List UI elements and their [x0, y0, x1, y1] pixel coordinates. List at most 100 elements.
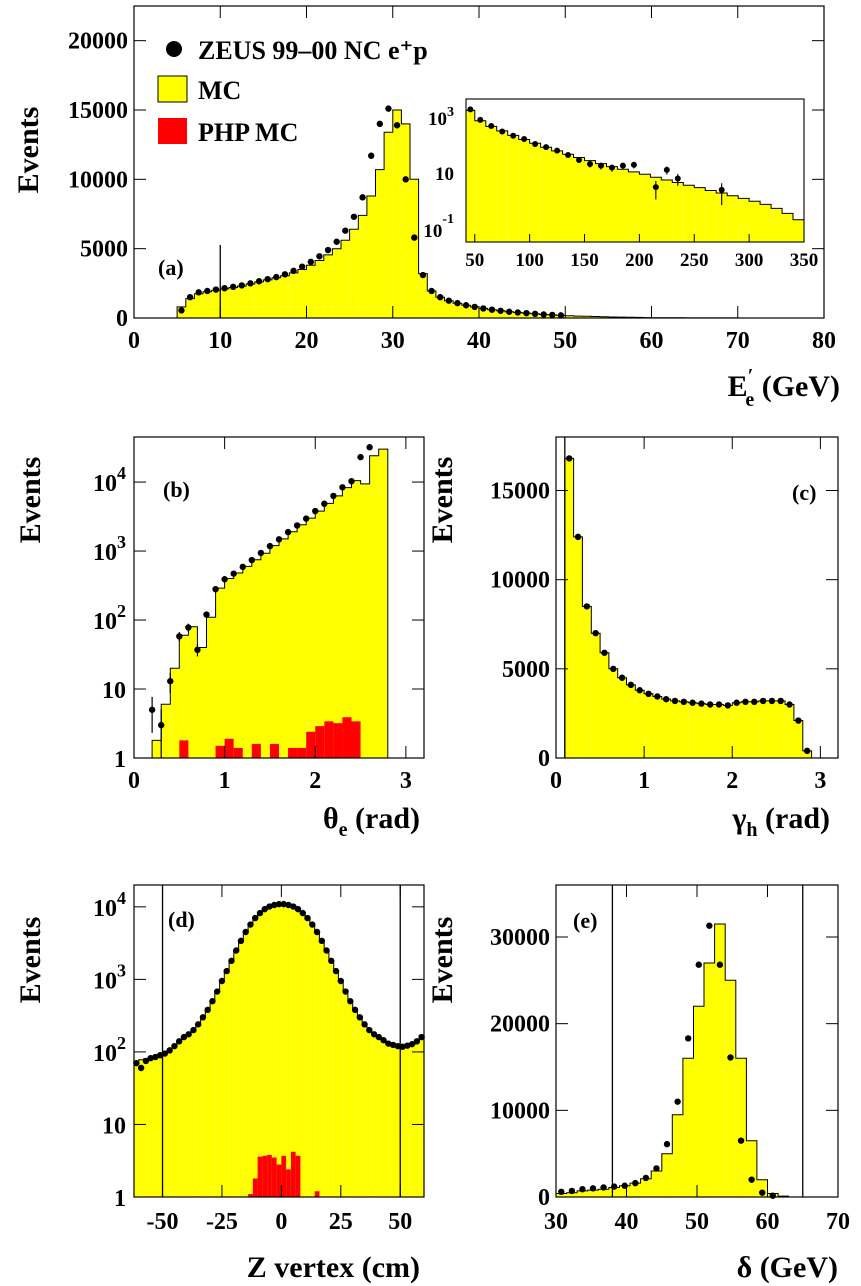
- inset-mc-bar: [628, 171, 640, 242]
- y-tick-label: 20000: [68, 29, 128, 55]
- mc-bar: [246, 284, 255, 318]
- data-point: [568, 1187, 576, 1195]
- plot-area-c: 0 1 2 3 0 5000 10000 15000: [490, 436, 839, 794]
- php-bar: [306, 731, 316, 758]
- x-tick-label: 25: [329, 1209, 353, 1235]
- inset-mc-bar: [661, 180, 673, 242]
- data-point: [137, 1064, 145, 1072]
- php-bar: [179, 740, 189, 758]
- data-point: [589, 1185, 597, 1192]
- mc-bar: [644, 693, 653, 758]
- data-point: [583, 603, 591, 610]
- mc-bar: [404, 1046, 410, 1197]
- inset-y-tick-label: 10: [435, 164, 454, 185]
- panel-label-d: (d): [168, 907, 195, 932]
- data-point: [514, 309, 522, 316]
- data-point: [339, 484, 346, 491]
- mc-bar: [630, 1183, 641, 1197]
- data-point: [239, 563, 246, 571]
- php-bar: [288, 747, 298, 758]
- data-point: [186, 294, 194, 301]
- mc-bar: [793, 720, 803, 758]
- mc-bar: [315, 511, 325, 758]
- mc-bar: [714, 924, 726, 1197]
- mc-bar: [272, 277, 281, 318]
- mc-bar: [741, 701, 750, 758]
- mc-bar: [333, 971, 339, 1197]
- mc-bar: [496, 310, 505, 318]
- data-point: [323, 947, 330, 954]
- data-point: [221, 576, 228, 583]
- php-bar: [215, 745, 225, 758]
- x-axis-label-a: E′ e (GeV): [728, 365, 840, 411]
- data-point: [175, 1038, 183, 1045]
- mc-bar: [749, 701, 759, 758]
- data-point: [733, 699, 740, 706]
- data-point: [294, 905, 302, 913]
- mc-bar: [157, 1055, 163, 1197]
- data-point: [304, 914, 311, 922]
- data-point: [523, 309, 530, 317]
- data-point: [436, 294, 444, 301]
- mc-bar: [347, 1001, 353, 1197]
- mc-bar: [573, 316, 583, 318]
- php-bar: [281, 1155, 287, 1197]
- inset-mc-bar: [793, 219, 804, 242]
- data-point: [786, 701, 793, 708]
- y-tick-label: 5000: [502, 657, 550, 683]
- inset-mc-bar: [727, 195, 739, 242]
- mc-bar: [306, 265, 316, 318]
- x-tick-label: 50: [685, 1209, 709, 1235]
- plot-area-e: 30 40 50 60 70 0 10000 20000 30000: [490, 884, 850, 1235]
- data-point: [307, 258, 315, 266]
- inset-x-tick-label: 150: [570, 250, 599, 271]
- data-point: [316, 253, 323, 260]
- inset-data-point: [587, 161, 594, 168]
- data-point: [161, 1050, 169, 1057]
- inset-mc-bar: [466, 110, 475, 243]
- mc-bar: [323, 254, 333, 318]
- x-tick-label: 1: [219, 768, 231, 794]
- data-point: [252, 914, 259, 922]
- data-point: [413, 1038, 421, 1045]
- data-point: [178, 307, 185, 314]
- legend-mc-label: MC: [198, 76, 241, 105]
- mc-bar: [305, 918, 310, 1197]
- data-point: [284, 528, 292, 536]
- inset-data-point: [565, 152, 572, 159]
- mc-bar: [705, 704, 715, 758]
- mc-bar: [342, 487, 352, 758]
- data-point: [385, 105, 392, 112]
- mc-bar: [195, 1024, 201, 1197]
- mc-bar: [338, 980, 344, 1197]
- inset-y-ticks: 103 10 10-1: [423, 105, 454, 242]
- mc-bar: [170, 668, 180, 758]
- mc-bar: [608, 1187, 620, 1197]
- data-point: [671, 697, 679, 705]
- data-point: [574, 533, 582, 541]
- data-point: [488, 306, 496, 313]
- php-bar: [333, 723, 343, 758]
- data-point: [342, 988, 349, 995]
- data-point: [273, 273, 280, 281]
- mc-bar: [599, 316, 609, 318]
- mc-bar: [324, 503, 334, 758]
- x-tick-label: -50: [147, 1209, 179, 1235]
- data-point: [662, 695, 670, 703]
- data-point: [680, 698, 687, 706]
- mc-bar: [679, 701, 689, 758]
- mc-bar: [279, 538, 289, 758]
- mc-bar: [640, 1178, 652, 1197]
- panel-label-a: (a): [158, 255, 184, 280]
- mc-bar: [419, 1035, 424, 1197]
- y-tick-label: 103: [93, 532, 126, 566]
- php-bar: [267, 1154, 272, 1197]
- mc-bar: [219, 980, 225, 1197]
- data-point: [171, 1042, 178, 1050]
- data-point: [290, 267, 297, 275]
- data-point: [724, 702, 732, 709]
- mc-bar: [651, 1171, 662, 1197]
- x-tick-label: 60: [640, 328, 664, 354]
